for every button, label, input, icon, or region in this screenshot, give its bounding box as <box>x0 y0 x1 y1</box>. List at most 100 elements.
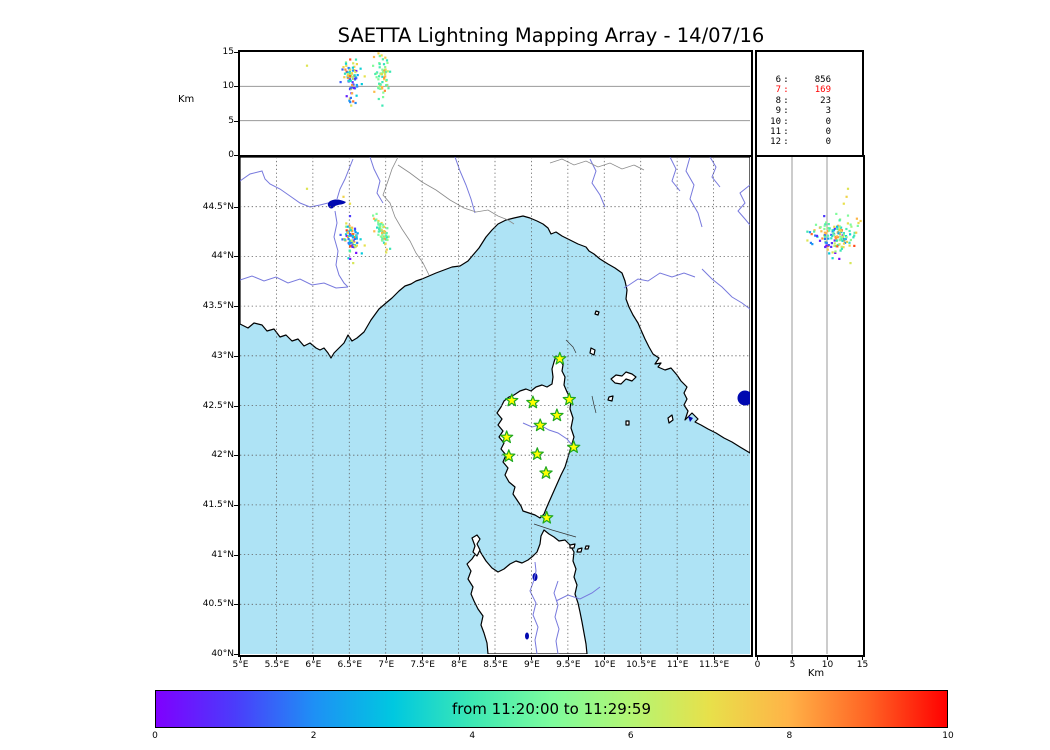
lightning-source-dot <box>841 239 844 242</box>
lightning-source-dot <box>382 223 385 226</box>
lightning-source-dot <box>381 104 384 107</box>
colorbar-tick-label: 2 <box>310 731 317 741</box>
lat-tick-mark <box>234 206 238 208</box>
lightning-source-dot <box>345 222 348 225</box>
lightning-source-dot <box>351 245 354 248</box>
lightning-source-dot <box>838 243 841 246</box>
lightning-source-dot <box>389 247 392 250</box>
lightning-source-dot <box>845 227 848 231</box>
lat-tick-label: 44°N <box>211 251 234 262</box>
lightning-source-dot <box>345 95 348 98</box>
lightning-source-dot <box>837 232 840 235</box>
lightning-source-dot <box>381 231 384 234</box>
lightning-source-dot <box>348 243 351 246</box>
station-count-colon: : <box>783 95 789 106</box>
lightning-source-dot <box>354 231 357 234</box>
lon-tick-mark <box>640 656 642 660</box>
lake-serre-poncon <box>327 199 346 209</box>
lightning-source-dot <box>846 214 850 217</box>
lightning-source-dot <box>814 234 817 237</box>
lightning-source-dot <box>348 249 351 252</box>
lightning-source-dot <box>384 71 387 74</box>
lightning-source-dot <box>385 251 388 254</box>
lon-tick-mark <box>713 656 715 660</box>
lightning-source-dot <box>378 227 381 230</box>
lightning-source-dot <box>827 244 830 247</box>
lightning-source-dot <box>377 52 380 55</box>
lat-tick-mark <box>234 604 238 606</box>
altitude-gridlines <box>240 85 750 122</box>
lightning-source-dot <box>383 71 386 74</box>
station-count-row: 6: 856 <box>763 75 831 85</box>
lightning-source-dot <box>389 70 392 73</box>
lon-tick-mark <box>276 656 278 660</box>
lightning-source-dot <box>380 54 383 57</box>
lightning-source-dot <box>849 262 852 265</box>
lightning-source-dot <box>811 243 814 246</box>
lightning-source-dot <box>830 233 833 236</box>
lat-tick-mark <box>234 455 238 457</box>
station-count-row: 12: 0 <box>763 137 831 147</box>
lightning-source-dot <box>353 227 357 230</box>
lightning-source-dot <box>842 239 846 242</box>
lightning-source-dot <box>379 227 382 231</box>
lightning-source-dot <box>343 238 347 241</box>
map-plot <box>240 157 750 654</box>
lightning-source-dot <box>349 227 352 230</box>
altitude-tick-mark <box>234 120 238 122</box>
lake-omodeo <box>525 632 529 640</box>
lightning-source-dot <box>353 240 356 243</box>
lightning-source-dot <box>836 235 839 238</box>
lightning-source-dot <box>844 241 847 244</box>
colorbar-tick-label: 0 <box>152 731 158 741</box>
lightning-source-dot <box>826 230 829 233</box>
lon-tick-label: 10.5°E <box>626 660 657 670</box>
maritime-boundary-lines <box>533 339 597 538</box>
rivers <box>240 157 750 654</box>
lightning-source-dot <box>355 237 358 240</box>
lightning-source-dot <box>356 85 359 88</box>
lon-tick-label: 9.5°E <box>556 660 581 670</box>
lon-tick-mark <box>531 656 533 660</box>
lightning-source-dot <box>349 257 352 260</box>
lightning-source-dot <box>381 75 384 78</box>
lightning-source-dot <box>350 72 353 75</box>
lightning-source-dot <box>381 71 385 74</box>
lightning-source-dot <box>385 232 388 235</box>
lightning-source-dot <box>819 226 822 229</box>
lightning-source-dot <box>360 83 363 86</box>
lightning-source-dot <box>832 232 835 235</box>
station-star-marker <box>526 395 540 409</box>
lightning-source-dot <box>360 252 363 255</box>
station-count-key: 12 <box>770 137 781 148</box>
lightning-source-dot <box>353 236 356 239</box>
lightning-source-dot <box>346 76 349 79</box>
lon-tick-label: 11°E <box>666 660 689 670</box>
lightning-source-dot <box>355 83 358 87</box>
lightning-source-dot <box>348 78 351 81</box>
lightning-source-dot <box>377 230 380 233</box>
lightning-source-dot <box>386 61 389 64</box>
lightning-source-dot <box>823 237 827 240</box>
lightning-source-dot <box>833 225 836 228</box>
lightning-source-dot <box>351 84 354 87</box>
lightning-source-dot <box>848 229 851 233</box>
lightning-source-dot <box>352 262 355 265</box>
station-count-key: 10 <box>770 116 781 127</box>
lightning-source-dot <box>354 101 357 105</box>
lightning-source-dot <box>379 223 382 226</box>
lightning-source-dot <box>833 242 836 245</box>
lightning-source-dot <box>373 230 376 233</box>
lightning-source-dot <box>833 239 836 242</box>
lon-tick-mark <box>495 656 496 660</box>
station-star-marker <box>540 510 554 524</box>
lightning-source-dot <box>806 230 809 233</box>
station-count-key: 6 <box>775 75 781 85</box>
lightning-source-dot <box>387 87 390 90</box>
lightning-source-dot <box>385 59 389 62</box>
lagoon-orbetello <box>688 416 693 422</box>
lightning-source-dot <box>840 238 843 241</box>
lon-tick-mark <box>677 656 679 660</box>
lat-tick-label: 40°N <box>211 649 234 659</box>
